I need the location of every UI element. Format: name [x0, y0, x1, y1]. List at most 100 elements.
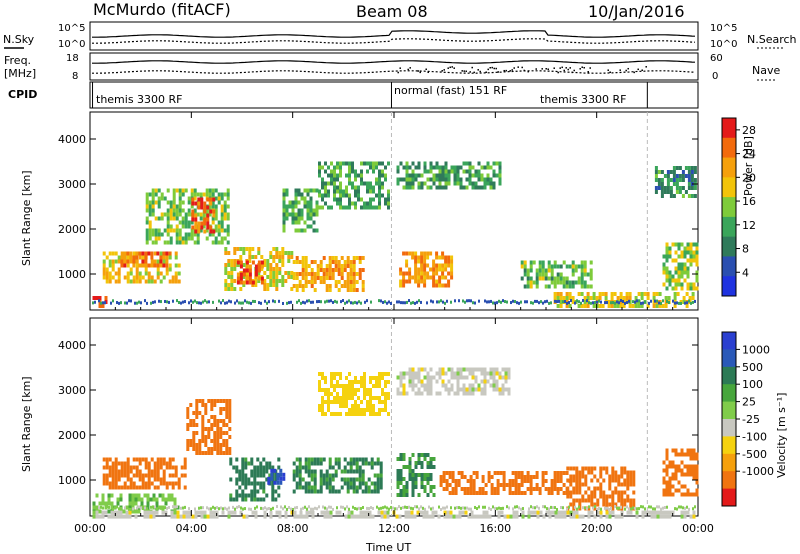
data-cell [224, 283, 228, 287]
data-cell [665, 286, 669, 291]
data-cell [614, 514, 618, 519]
velocity-colorbar-segment [722, 349, 736, 368]
data-cell [686, 258, 690, 263]
data-cell [345, 384, 348, 388]
data-cell [450, 275, 454, 280]
velocity-colorbar-segment [722, 453, 736, 472]
data-cell [304, 284, 308, 288]
data-cell [134, 501, 138, 506]
data-cell [333, 388, 336, 392]
data-cell [378, 412, 381, 416]
ground-cell [194, 507, 196, 511]
ground-cell [118, 507, 120, 511]
data-cell [229, 461, 233, 466]
data-cell [227, 514, 231, 519]
ground-cell [298, 299, 300, 303]
data-cell [617, 498, 621, 503]
ground-cell [210, 507, 212, 511]
data-cell [665, 464, 669, 469]
data-cell [508, 483, 512, 487]
data-cell [339, 181, 342, 186]
data-cell [521, 514, 525, 519]
data-cell [212, 229, 216, 234]
data-cell [114, 279, 118, 284]
data-cell [354, 376, 357, 380]
data-cell [646, 296, 650, 300]
ground-cell [424, 507, 426, 511]
data-cell [632, 490, 636, 495]
data-cell [535, 471, 539, 475]
data-cell [471, 367, 475, 372]
data-cell [184, 224, 188, 229]
data-cell [457, 483, 461, 487]
data-cell [117, 485, 121, 490]
data-cell [469, 487, 473, 491]
data-cell [172, 200, 176, 205]
data-cell [320, 510, 324, 515]
data-cell [230, 275, 234, 279]
cpid-panel-frame [89, 81, 699, 109]
data-cell [608, 486, 612, 491]
nave-point [637, 68, 639, 71]
data-cell [239, 264, 243, 269]
ground-cell [430, 507, 432, 511]
data-cell [378, 396, 381, 400]
data-cell [306, 192, 310, 197]
data-cell [285, 188, 289, 193]
data-cell [313, 469, 317, 474]
ground-cell [402, 301, 404, 305]
data-cell [138, 461, 142, 466]
data-cell [126, 457, 130, 462]
data-cell [333, 384, 336, 388]
data-cell [322, 268, 326, 272]
data-cell [349, 276, 353, 280]
data-cell [420, 453, 424, 457]
data-cell [617, 494, 621, 499]
ground-cell [450, 506, 452, 510]
data-cell [387, 201, 390, 206]
data-cell [126, 279, 130, 284]
data-cell [637, 292, 641, 296]
data-cell [414, 279, 418, 284]
data-cell [345, 189, 348, 194]
data-cell [304, 276, 308, 280]
data-cell [387, 197, 390, 202]
data-cell [328, 461, 332, 466]
data-cell [414, 383, 418, 388]
data-cell [350, 510, 354, 515]
data-cell [377, 510, 381, 515]
data-cell [614, 486, 618, 491]
data-cell [644, 510, 648, 515]
data-cell [216, 451, 220, 455]
data-cell [322, 481, 326, 486]
data-cell [162, 469, 166, 474]
data-cell [541, 260, 545, 265]
data-cell [301, 256, 305, 260]
data-cell [318, 388, 321, 392]
data-cell [438, 275, 442, 280]
data-cell [168, 255, 172, 260]
data-cell [450, 383, 454, 388]
data-cell [292, 489, 296, 494]
ground-cell [592, 506, 594, 510]
data-cell [474, 181, 478, 186]
data-cell [336, 412, 339, 416]
data-cell [276, 480, 280, 485]
data-cell [228, 411, 232, 415]
data-cell [220, 236, 224, 241]
ground-cell [218, 507, 220, 511]
ground-cell [694, 299, 696, 303]
ground-cell [226, 507, 228, 511]
data-cell [426, 453, 430, 457]
ground-cell [188, 507, 190, 511]
data-cell [541, 276, 545, 281]
data-cell [369, 165, 372, 170]
data-cell [191, 201, 195, 206]
data-cell [195, 423, 199, 427]
data-cell [405, 263, 409, 268]
ground-cell [354, 507, 356, 511]
scatter-region [120, 251, 172, 268]
data-cell [373, 461, 377, 466]
data-cell [364, 489, 368, 494]
